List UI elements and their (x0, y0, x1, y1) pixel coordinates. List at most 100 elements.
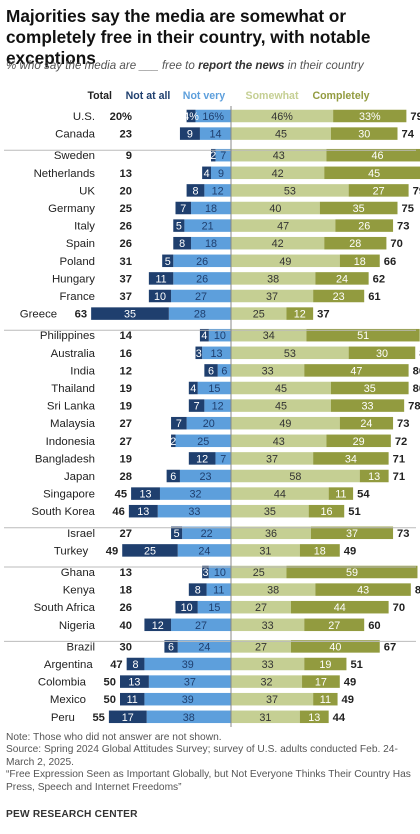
total-positive-label: 79 (413, 185, 420, 197)
bar-completely (339, 416, 394, 430)
data-label-completely: 26 (358, 221, 370, 233)
country-label: South Africa (34, 602, 96, 614)
total-negative-label: 37 (120, 291, 132, 303)
bar-not-very (204, 184, 231, 197)
bar-not-very (177, 640, 231, 653)
bar-not-at-all (120, 675, 149, 688)
bar-completely (319, 201, 398, 215)
chart-subtitle: % who say the media are ___ free to repo… (6, 59, 414, 72)
data-label-not-very: 15 (208, 383, 220, 395)
data-label-somewhat: 46% (271, 111, 293, 123)
data-label-not-very: 32 (189, 489, 201, 501)
data-label-not-at-all: 4 (204, 168, 210, 180)
data-label-not-very: 28 (194, 309, 206, 321)
data-label-not-very: 26 (196, 256, 208, 268)
bar-not-at-all (175, 201, 192, 215)
bar-completely (304, 364, 409, 377)
total-negative-label: 28 (120, 471, 132, 483)
bar-not-at-all (202, 565, 209, 579)
bar-somewhat (231, 219, 336, 232)
bar-completely (299, 544, 340, 557)
header-somewhat: Somewhat (246, 90, 299, 102)
bar-not-very (215, 452, 231, 465)
total-positive-label: 75 (402, 203, 414, 215)
data-label-somewhat: 38 (267, 585, 279, 597)
bar-not-very (204, 399, 231, 412)
bar-completely (330, 127, 398, 140)
data-label-not-very: 7 (220, 150, 226, 162)
data-label-somewhat: 49 (279, 256, 291, 268)
total-positive-label: 49 (342, 694, 354, 706)
bar-not-at-all (179, 127, 200, 140)
data-label-somewhat: 33 (262, 365, 274, 377)
data-label-somewhat: 44 (274, 489, 286, 501)
data-label-somewhat: 33 (262, 620, 274, 632)
total-positive-label: 61 (368, 291, 380, 303)
data-label-not-very: 18 (205, 238, 217, 250)
bar-completely (359, 469, 389, 483)
bar-not-at-all (131, 487, 160, 500)
data-label-not-very: 23 (199, 471, 211, 483)
data-label-not-very: 24 (198, 545, 210, 557)
data-label-completely: 23 (333, 291, 345, 303)
bar-not-at-all (188, 452, 216, 465)
bar-not-very (144, 657, 231, 671)
total-negative-label: 45 (115, 489, 127, 501)
bar-somewhat (231, 618, 305, 632)
data-label-completely: 46 (372, 150, 384, 162)
bar-not-very (157, 504, 231, 518)
bar-completely (286, 307, 314, 320)
data-label-not-very: 37 (184, 677, 196, 689)
total-negative-label: 31 (120, 256, 132, 268)
data-label-not-very: 24 (198, 641, 210, 653)
data-label-not-very: 7 (220, 453, 226, 465)
data-label-somewhat: 45 (275, 129, 287, 141)
data-label-not-very: 39 (182, 694, 194, 706)
total-negative-label: 63 (75, 309, 87, 321)
total-negative-label: 26 (120, 221, 132, 233)
bar-completely (304, 657, 347, 671)
total-positive-label: 73 (397, 528, 409, 540)
data-label-not-very: 9 (218, 168, 224, 180)
data-label-not-at-all: 10 (154, 291, 166, 303)
bar-not-very (144, 692, 231, 706)
bar-not-very (175, 434, 231, 448)
data-label-somewhat: 25 (253, 567, 265, 579)
bar-completely (313, 289, 365, 303)
bar-somewhat (231, 416, 340, 430)
bar-somewhat (231, 399, 331, 412)
total-positive-label: 37 (317, 309, 329, 321)
data-label-not-very: 6 (221, 365, 227, 377)
total-negative-label: 50 (104, 677, 116, 689)
data-label-not-very: 27 (195, 620, 207, 632)
bar-somewhat (231, 166, 325, 180)
data-label-somewhat: 47 (277, 221, 289, 233)
total-negative-label: 26 (120, 238, 132, 250)
data-label-somewhat: 37 (266, 453, 278, 465)
country-label: Indonesia (46, 436, 96, 448)
subtitle-text-pre: % who say the media are ___ free to (6, 59, 199, 72)
bar-not-at-all (188, 381, 198, 395)
data-label-not-very: 38 (183, 712, 195, 724)
data-label-completely: 35 (364, 383, 376, 395)
data-label-not-at-all: 8 (195, 585, 201, 597)
data-label-completely: 43 (357, 585, 369, 597)
data-label-not-at-all: 12 (152, 620, 164, 632)
data-label-completely: 30 (358, 129, 370, 141)
data-label-somewhat: 40 (269, 203, 281, 215)
data-label-not-at-all: 4 (201, 330, 207, 342)
data-label-completely: 28 (349, 238, 361, 250)
country-label: Turkey (54, 545, 89, 557)
data-label-not-at-all: 8 (192, 185, 198, 197)
data-label-somewhat: 31 (259, 545, 271, 557)
data-label-completely: 34 (345, 453, 357, 465)
total-positive-label: 72 (395, 436, 407, 448)
country-label: Netherlands (34, 168, 96, 180)
bar-not-at-all (122, 544, 178, 557)
total-negative-label: 14 (120, 330, 133, 342)
data-label-somewhat: 35 (264, 506, 276, 518)
data-label-completely: 27 (328, 620, 340, 632)
total-positive-label: 49 (344, 545, 356, 557)
data-label-not-at-all: 5 (176, 221, 182, 233)
data-label-not-very: 10 (214, 567, 226, 579)
